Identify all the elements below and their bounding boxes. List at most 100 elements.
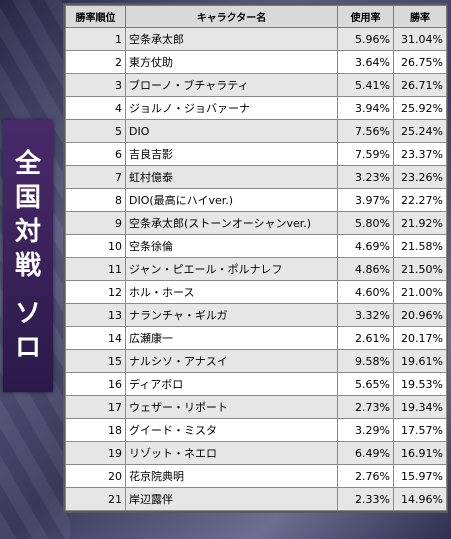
mode-label-char: 国	[14, 183, 41, 213]
name-cell: 虹村億泰	[125, 165, 338, 189]
win-cell: 19.34%	[393, 395, 447, 419]
name-cell: ジョルノ・ジョバァーナ	[125, 96, 338, 120]
table-row: 20 花京院典明 2.76% 15.97%	[65, 464, 447, 488]
rank-cell: 16	[65, 372, 126, 396]
usage-cell: 9.58%	[337, 349, 394, 373]
name-cell: 花京院典明	[125, 464, 338, 488]
usage-cell: 3.64%	[337, 50, 394, 74]
win-cell: 17.57%	[393, 418, 447, 442]
usage-cell: 7.56%	[337, 119, 394, 143]
win-cell: 21.92%	[393, 211, 447, 235]
win-cell: 26.75%	[393, 50, 447, 74]
win-rate-table: 勝率順位 キャラクター名 使用率 勝率 1 空条承太郎 5.96% 31.04% 2 東方…	[63, 3, 448, 513]
table-row: 8 DIO(最高にハイver.) 3.97% 22.27%	[65, 188, 447, 212]
rank-cell: 9	[65, 211, 126, 235]
win-cell: 31.04%	[393, 27, 447, 51]
table-row: 15 ナルシソ・アナスイ 9.58% 19.61%	[65, 349, 447, 373]
rank-cell: 8	[65, 188, 126, 212]
name-cell: ナルシソ・アナスイ	[125, 349, 338, 373]
win-cell: 26.71%	[393, 73, 447, 97]
win-cell: 22.27%	[393, 188, 447, 212]
win-cell: 21.58%	[393, 234, 447, 258]
rank-cell: 19	[65, 441, 126, 465]
table-row: 14 広瀬康一 2.61% 20.17%	[65, 326, 447, 350]
usage-cell: 5.65%	[337, 372, 394, 396]
rank-cell: 20	[65, 464, 126, 488]
header-win: 勝率	[393, 5, 447, 28]
usage-cell: 3.97%	[337, 188, 394, 212]
table-row: 2 東方仗助 3.64% 26.75%	[65, 50, 447, 74]
rank-cell: 18	[65, 418, 126, 442]
table-row: 21 岸辺露伴 2.33% 14.96%	[65, 487, 447, 511]
header-usage: 使用率	[337, 5, 394, 28]
rank-cell: 5	[65, 119, 126, 143]
name-cell: ウェザー・リポート	[125, 395, 338, 419]
win-cell: 14.96%	[393, 487, 447, 511]
win-cell: 15.97%	[393, 464, 447, 488]
name-cell: ジャン・ピエール・ポルナレフ	[125, 257, 338, 281]
win-cell: 20.96%	[393, 303, 447, 327]
name-cell: ディアボロ	[125, 372, 338, 396]
table-row: 18 グイード・ミスタ 3.29% 17.57%	[65, 418, 447, 442]
table-row: 5 DIO 7.56% 25.24%	[65, 119, 447, 143]
table-row: 6 吉良吉影 7.59% 23.37%	[65, 142, 447, 166]
win-cell: 25.92%	[393, 96, 447, 120]
win-cell: 20.17%	[393, 326, 447, 350]
name-cell: DIO(最高にハイver.)	[125, 188, 338, 212]
win-cell: 23.37%	[393, 142, 447, 166]
rank-cell: 21	[65, 487, 126, 511]
name-cell: リゾット・ネエロ	[125, 441, 338, 465]
rank-cell: 15	[65, 349, 126, 373]
rank-cell: 14	[65, 326, 126, 350]
mode-label-char: ロ	[14, 333, 41, 363]
usage-cell: 5.41%	[337, 73, 394, 97]
name-cell: ホル・ホース	[125, 280, 338, 304]
name-cell: 空条承太郎(ストーンオーシャンver.)	[125, 211, 338, 235]
usage-cell: 2.61%	[337, 326, 394, 350]
usage-cell: 5.80%	[337, 211, 394, 235]
win-cell: 19.61%	[393, 349, 447, 373]
table-row: 1 空条承太郎 5.96% 31.04%	[65, 27, 447, 51]
name-cell: 空条承太郎	[125, 27, 338, 51]
table-row: 19 リゾット・ネエロ 6.49% 16.91%	[65, 441, 447, 465]
usage-cell: 2.33%	[337, 487, 394, 511]
rank-cell: 6	[65, 142, 126, 166]
win-cell: 25.24%	[393, 119, 447, 143]
usage-cell: 6.49%	[337, 441, 394, 465]
usage-cell: 3.23%	[337, 165, 394, 189]
usage-cell: 2.76%	[337, 464, 394, 488]
rank-cell: 3	[65, 73, 126, 97]
usage-cell: 5.96%	[337, 27, 394, 51]
table-row: 3 ブローノ・ブチャラティ 5.41% 26.71%	[65, 73, 447, 97]
usage-cell: 4.69%	[337, 234, 394, 258]
rank-cell: 17	[65, 395, 126, 419]
win-cell: 21.50%	[393, 257, 447, 281]
table-row: 9 空条承太郎(ストーンオーシャンver.) 5.80% 21.92%	[65, 211, 447, 235]
win-cell: 23.26%	[393, 165, 447, 189]
table-row: 7 虹村億泰 3.23% 23.26%	[65, 165, 447, 189]
table-header-row: 勝率順位 キャラクター名 使用率 勝率	[65, 5, 447, 28]
table-row: 13 ナランチャ・ギルガ 3.32% 20.96%	[65, 303, 447, 327]
usage-cell: 4.60%	[337, 280, 394, 304]
usage-cell: 3.32%	[337, 303, 394, 327]
rank-cell: 1	[65, 27, 126, 51]
usage-cell: 3.94%	[337, 96, 394, 120]
table-row: 11 ジャン・ピエール・ポルナレフ 4.86% 21.50%	[65, 257, 447, 281]
mode-label-char: ソ	[14, 299, 41, 329]
table-row: 17 ウェザー・リポート 2.73% 19.34%	[65, 395, 447, 419]
header-rank: 勝率順位	[65, 5, 126, 28]
win-cell: 16.91%	[393, 441, 447, 465]
win-cell: 21.00%	[393, 280, 447, 304]
table-row: 16 ディアボロ 5.65% 19.53%	[65, 372, 447, 396]
mode-label: 全 国 対 戦 ソ ロ	[3, 120, 53, 392]
rank-cell: 12	[65, 280, 126, 304]
name-cell: 吉良吉影	[125, 142, 338, 166]
table-row: 12 ホル・ホース 4.60% 21.00%	[65, 280, 447, 304]
rank-cell: 7	[65, 165, 126, 189]
name-cell: ブローノ・ブチャラティ	[125, 73, 338, 97]
rank-cell: 11	[65, 257, 126, 281]
table-body: 1 空条承太郎 5.96% 31.04% 2 東方仗助 3.64% 26.75% 3 ブローノ・ブ…	[65, 27, 447, 511]
usage-cell: 7.59%	[337, 142, 394, 166]
name-cell: 広瀬康一	[125, 326, 338, 350]
usage-cell: 3.29%	[337, 418, 394, 442]
